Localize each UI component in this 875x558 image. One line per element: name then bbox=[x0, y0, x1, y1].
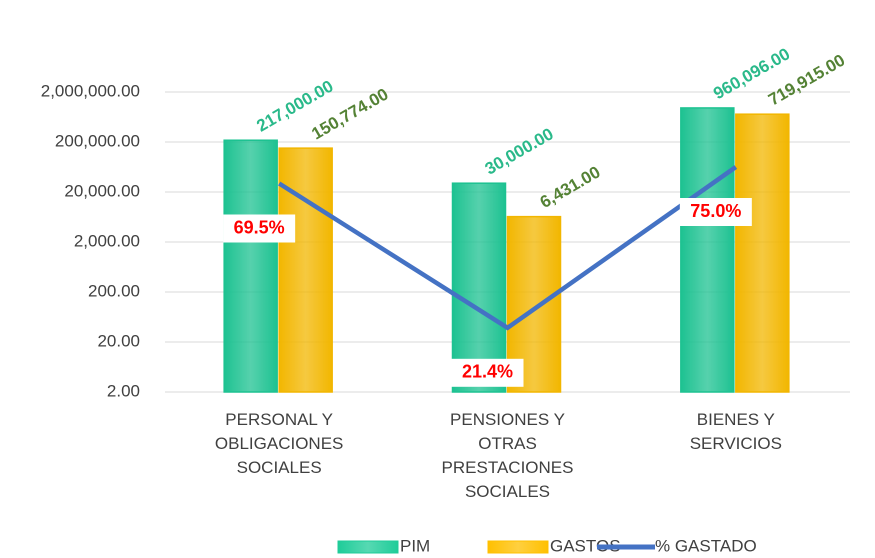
y-tick-label: 20.00 bbox=[97, 331, 140, 350]
bar bbox=[278, 147, 333, 393]
bar bbox=[735, 113, 790, 393]
data-label: 30,000.00 bbox=[482, 124, 557, 178]
data-label-box bbox=[223, 214, 296, 243]
data-label: 6,431.00 bbox=[537, 162, 604, 212]
bar bbox=[680, 107, 735, 393]
data-label-box bbox=[679, 198, 752, 226]
legend-label: GASTOS bbox=[550, 536, 621, 555]
y-tick-label: 20,000.00 bbox=[64, 181, 140, 200]
bar bbox=[223, 139, 278, 393]
y-tick-label: 200.00 bbox=[88, 281, 140, 300]
data-label: 69.5% bbox=[234, 217, 285, 237]
y-tick-label: 2.00 bbox=[107, 381, 140, 400]
bar bbox=[506, 215, 562, 393]
legend-swatch bbox=[487, 540, 549, 554]
legend-label: PIM bbox=[400, 536, 430, 555]
y-tick-label: 2,000.00 bbox=[74, 231, 140, 250]
y-tick-label: 200,000.00 bbox=[55, 131, 140, 150]
data-label-box bbox=[451, 358, 524, 387]
data-label: 75.0% bbox=[690, 201, 741, 221]
y-tick-label: 2,000,000.00 bbox=[41, 81, 140, 100]
line bbox=[277, 165, 738, 331]
legend-swatch bbox=[337, 540, 399, 554]
data-label: 21.4% bbox=[462, 362, 513, 382]
x-tick-label: PERSONAL Y OBLIGACIONES SOCIALES bbox=[214, 410, 344, 477]
legend-label: % GASTADO bbox=[655, 536, 757, 555]
bar bbox=[451, 182, 507, 393]
x-tick-label: BIENES Y SERVICIOS bbox=[689, 410, 782, 453]
x-tick-label: PENSIONES Y OTRAS PRESTACIONES SOCIALES bbox=[441, 410, 574, 501]
